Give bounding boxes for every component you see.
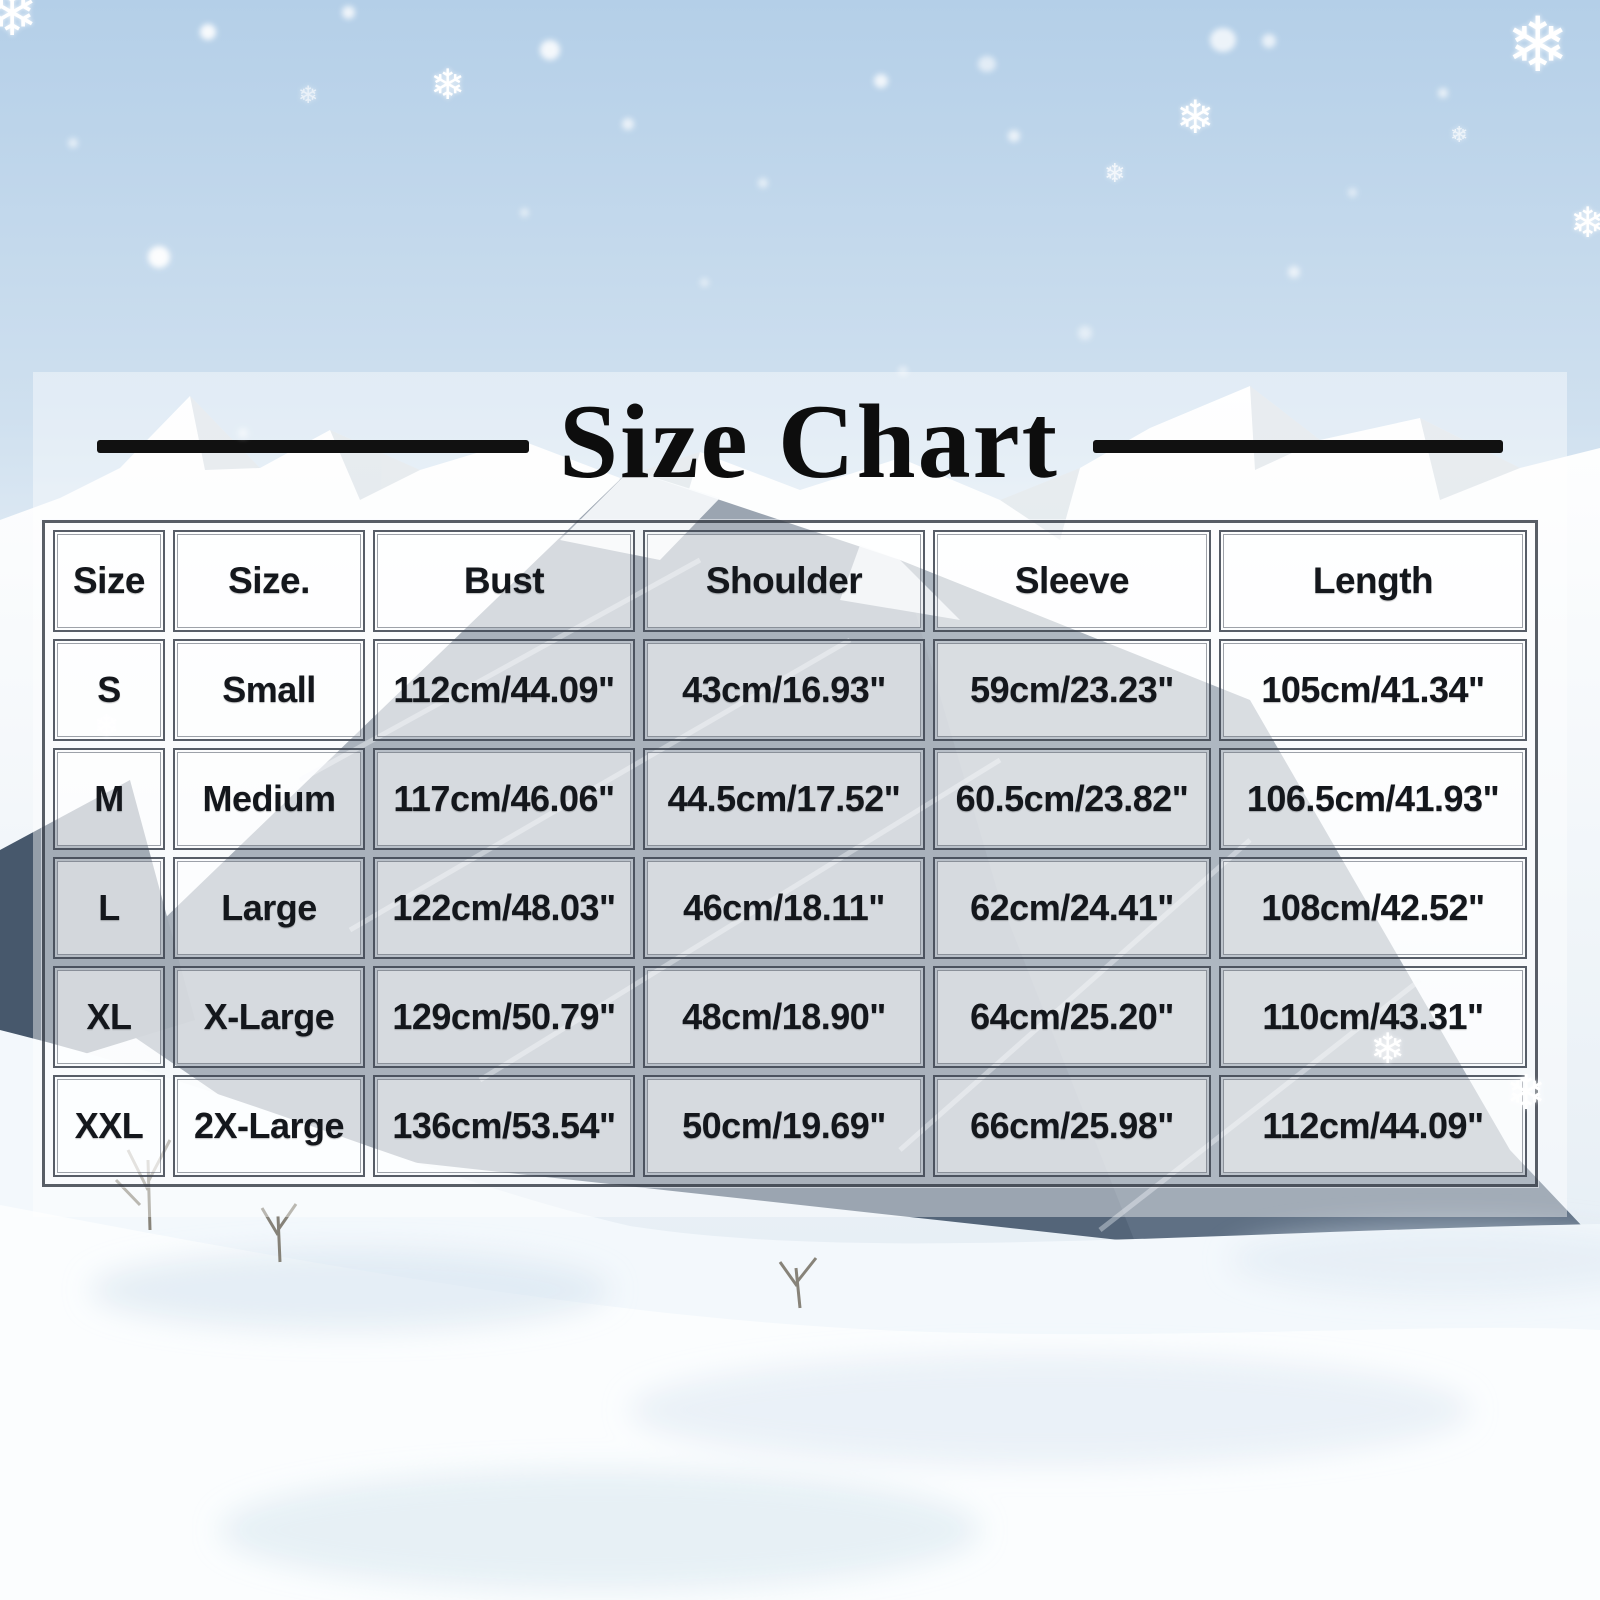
table-cell: 112cm/44.09" (1219, 1075, 1527, 1177)
table-cell: 110cm/43.31" (1219, 966, 1527, 1068)
title-row: Size Chart (33, 372, 1567, 520)
table-cell: 50cm/19.69" (643, 1075, 925, 1177)
table-cell: M (53, 748, 165, 850)
table-cell: S (53, 639, 165, 741)
snowflake-icon: ❄ (298, 82, 319, 109)
column-header-size-name: Size. (173, 530, 365, 632)
table-cell: 64cm/25.20" (933, 966, 1211, 1068)
table-row-l: L Large 122cm/48.03" 46cm/18.11" 62cm/24… (53, 857, 1527, 959)
snowflake-icon: ❄ (1104, 158, 1126, 188)
column-header-size: Size (53, 530, 165, 632)
table-cell: 112cm/44.09" (373, 639, 635, 741)
size-chart-panel: Size Chart Size Size. Bust Shoulder Slee… (33, 372, 1567, 1217)
snowflake-icon: ❄ (1450, 122, 1469, 147)
table-row-xxl: XXL 2X-Large 136cm/53.54" 50cm/19.69" 66… (53, 1075, 1527, 1177)
page-title: Size Chart (559, 383, 1059, 500)
table-row-m: M Medium 117cm/46.06" 44.5cm/17.52" 60.5… (53, 748, 1527, 850)
snowflake-icon: ❄ (430, 61, 466, 108)
table-cell: 2X-Large (173, 1075, 365, 1177)
column-header-sleeve: Sleeve (933, 530, 1211, 632)
table-row-xl: XL X-Large 129cm/50.79" 48cm/18.90" 64cm… (53, 966, 1527, 1068)
title-rule-right (1092, 439, 1503, 453)
snowflake-icon: ❄ (1370, 1025, 1406, 1072)
table-cell: XXL (53, 1075, 165, 1177)
snowflake-icon: ❄ (1506, 3, 1570, 88)
table-cell: 129cm/50.79" (373, 966, 635, 1068)
table-cell: 60.5cm/23.82" (933, 748, 1211, 850)
table-cell: 44.5cm/17.52" (643, 748, 925, 850)
table-cell: 117cm/46.06" (373, 748, 635, 850)
table-cell: 106.5cm/41.93" (1219, 748, 1527, 850)
table-cell: Small (173, 639, 365, 741)
table-cell: 108cm/42.52" (1219, 857, 1527, 959)
snowflake-icon: ❄ (94, 710, 120, 743)
snowflake-icon: ❄ (1506, 1067, 1547, 1120)
table-row-s: S Small 112cm/44.09" 43cm/16.93" 59cm/23… (53, 639, 1527, 741)
table-cell: 122cm/48.03" (373, 857, 635, 959)
table-cell: 66cm/25.98" (933, 1075, 1211, 1177)
title-rule-left (97, 439, 530, 453)
snowflake-icon: ❄ (1176, 91, 1215, 143)
column-header-shoulder: Shoulder (643, 530, 925, 632)
table-cell: L (53, 857, 165, 959)
table-cell: 46cm/18.11" (643, 857, 925, 959)
table-cell: 43cm/16.93" (643, 639, 925, 741)
snowflake-icon: ❄ (0, 0, 38, 49)
table-cell: 48cm/18.90" (643, 966, 925, 1068)
table-cell: XL (53, 966, 165, 1068)
table-cell: 62cm/24.41" (933, 857, 1211, 959)
table-cell: Large (173, 857, 365, 959)
column-header-length: Length (1219, 530, 1527, 632)
size-chart-table: Size Size. Bust Shoulder Sleeve Length S… (42, 520, 1538, 1187)
column-header-bust: Bust (373, 530, 635, 632)
table-cell: 59cm/23.23" (933, 639, 1211, 741)
snowflake-icon: ❄ (1570, 199, 1600, 246)
table-cell: 105cm/41.34" (1219, 639, 1527, 741)
table-cell: 136cm/53.54" (373, 1075, 635, 1177)
table-cell: X-Large (173, 966, 365, 1068)
table-cell: Medium (173, 748, 365, 850)
header-row: Size Size. Bust Shoulder Sleeve Length (53, 530, 1527, 632)
